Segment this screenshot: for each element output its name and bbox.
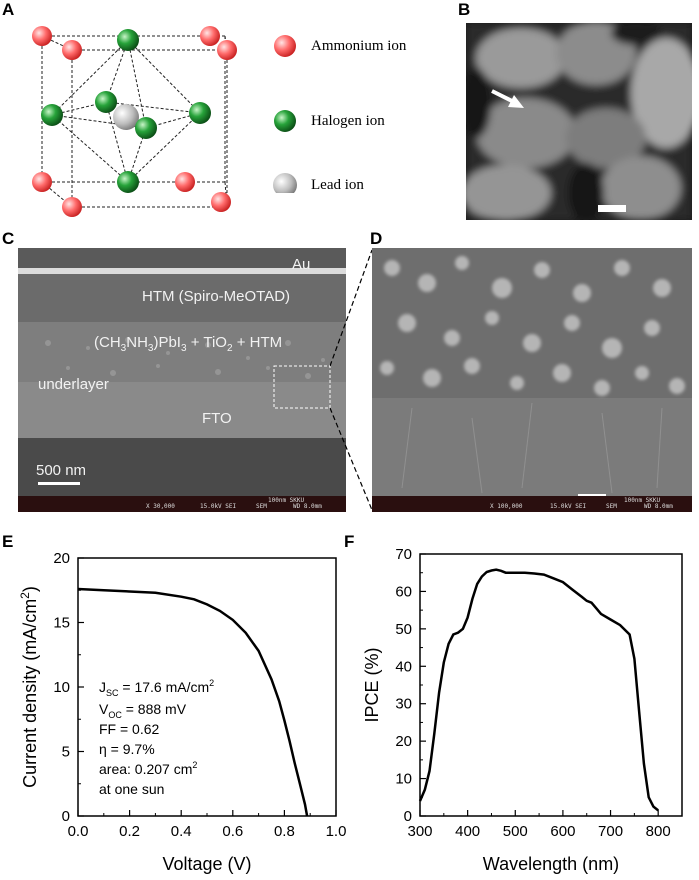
scale-bar-d (578, 494, 606, 497)
jv-curve-chart: 0.0 0.2 0.4 0.6 0.8 1.0 0 5 10 15 20 Voltage (V) C… (18, 550, 347, 874)
arrow-icon (491, 89, 524, 108)
ipce-x-tick-label: 500 (503, 823, 528, 840)
legend-ammonium-label: Ammonium ion (311, 38, 407, 54)
ipce-y-axis-label: IPCE (%) (362, 647, 382, 722)
zoom-connector-lines (330, 249, 373, 511)
jv-y-axis-label: Current density (mA/cm2) (18, 586, 40, 788)
sem-info-bar-c: X 30,000 15.0kV SEI SEM WD 8.0mm 100nm S… (18, 496, 346, 512)
ipce-y-tick-label: 60 (395, 583, 412, 600)
ipce-chart: 300 400 500 600 700 800 0 10 20 30 40 50 60 70 Wavele… (362, 546, 683, 874)
sem-high-mag-image: X 100,000 15.0kV SEI SEM WD 8.0mm 100nm … (372, 248, 692, 512)
jv-y-tick-label: 5 (62, 744, 70, 761)
layer-label-au: Au (292, 256, 311, 273)
scale-bar-b (598, 205, 626, 212)
ammonium-ions (32, 26, 237, 217)
ipce-y-tick-label: 40 (395, 658, 412, 675)
panel-label-b: B (458, 0, 471, 19)
ipce-x-tick-label: 800 (646, 823, 671, 840)
lead-ion (113, 104, 139, 130)
scale-bar-c (38, 482, 80, 485)
panel-label-c: C (2, 229, 15, 248)
panel-label-d: D (370, 229, 383, 248)
eta-annotation: η = 9.7% (99, 741, 155, 757)
layer-label-fto: FTO (202, 410, 232, 427)
jv-y-tick-label: 15 (53, 615, 70, 632)
halogen-ion-front (135, 117, 157, 139)
layer-label-perovskite: (CH3NH3)PbI3 + TiO2 + HTM (94, 334, 283, 354)
panel-label-f: F (344, 532, 355, 551)
jv-x-tick-label: 0.2 (119, 823, 140, 840)
legend-ammonium-marker (274, 35, 296, 57)
sun-annotation: at one sun (99, 781, 164, 797)
ipce-y-tick-label: 10 (395, 771, 412, 788)
jv-x-tick-label: 0.0 (68, 823, 89, 840)
ipce-x-tick-label: 300 (407, 823, 432, 840)
jv-x-tick-label: 1.0 (326, 823, 347, 840)
ipce-y-tick-label: 50 (395, 621, 412, 638)
ff-annotation: FF = 0.62 (99, 721, 160, 737)
jv-y-tick-label: 10 (53, 679, 70, 696)
ipce-y-tick-label: 0 (404, 808, 412, 825)
layer-label-htm: HTM (Spiro-MeOTAD) (142, 288, 291, 305)
perovskite-structure-diagram (32, 26, 237, 217)
ipce-x-axis-label: Wavelength (nm) (483, 854, 619, 874)
ipce-series-line (418, 568, 659, 812)
ipce-x-tick-label: 600 (550, 823, 575, 840)
jv-x-tick-label: 0.8 (274, 823, 295, 840)
legend-halogen-marker (274, 110, 296, 132)
jv-x-tick-label: 0.6 (222, 823, 243, 840)
ipce-plot-frame (419, 553, 683, 817)
jsc-annotation: JSC = 17.6 mA/cm2 (99, 678, 214, 698)
layer-label-underlayer: underlayer (38, 376, 109, 393)
legend-lead-marker (273, 173, 297, 193)
legend-lead-label: Lead ion (311, 177, 364, 193)
ipce-y-tick-label: 30 (395, 696, 412, 713)
jv-y-tick-label: 0 (62, 808, 70, 825)
jv-annotation: JSC = 17.6 mA/cm2 VOC = 888 mV FF = 0.62… (99, 678, 214, 797)
legend-markers (273, 35, 297, 193)
sem-info-bar-d: X 100,000 15.0kV SEI SEM WD 8.0mm 100nm … (372, 496, 692, 512)
scale-label-c: 500 nm (36, 462, 87, 479)
panel-label-e: E (2, 532, 14, 551)
panel-label-a: A (2, 0, 15, 19)
area-annotation: area: 0.207 cm2 (99, 760, 197, 777)
jv-series-line (77, 587, 309, 817)
ipce-y-tick-label: 20 (395, 733, 412, 750)
jv-y-tick-label: 20 (53, 550, 70, 567)
sem-cross-section-image: Au HTM (Spiro-MeOTAD) (CH3NH3)PbI3 + TiO… (18, 248, 346, 512)
ipce-x-tick-label: 400 (455, 823, 480, 840)
legend-halogen-label: Halogen ion (311, 113, 385, 129)
voc-annotation: VOC = 888 mV (99, 701, 187, 720)
jv-x-axis-label: Voltage (V) (162, 854, 251, 874)
zoom-region-box (273, 365, 331, 409)
ipce-y-tick-label: 70 (395, 546, 412, 563)
halogen-ions (41, 29, 211, 193)
jv-x-tick-label: 0.4 (171, 823, 192, 840)
sem-top-view-image (466, 23, 692, 220)
ipce-x-tick-label: 700 (598, 823, 623, 840)
